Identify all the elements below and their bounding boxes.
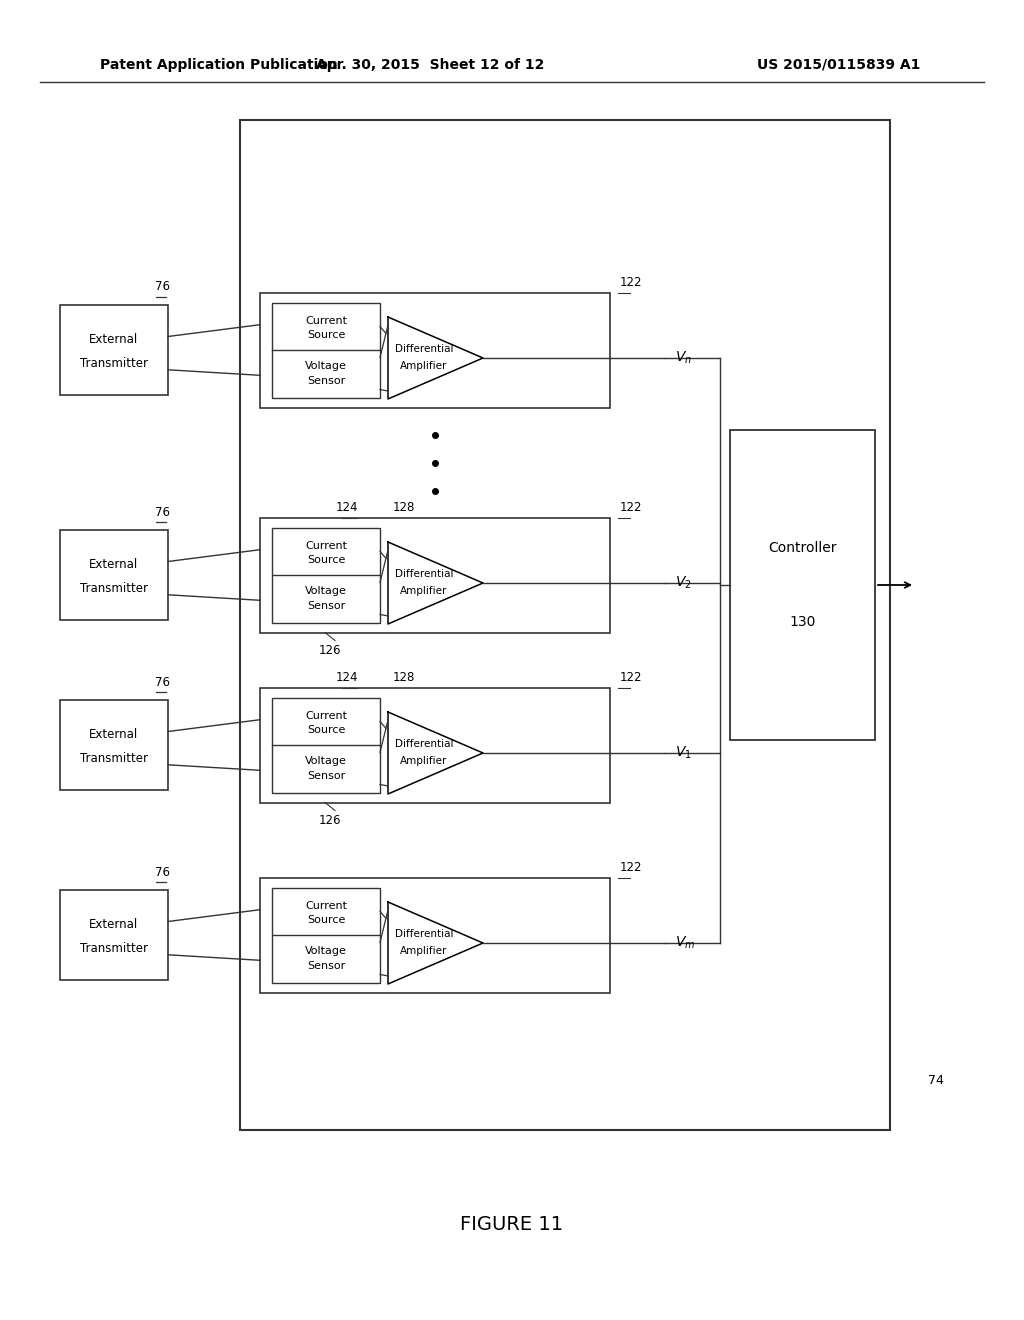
Text: 122: 122 xyxy=(620,861,642,874)
Bar xyxy=(272,302,380,351)
Text: Source: Source xyxy=(307,725,345,735)
Text: Apr. 30, 2015  Sheet 12 of 12: Apr. 30, 2015 Sheet 12 of 12 xyxy=(315,58,544,73)
Text: External: External xyxy=(89,333,138,346)
Text: 122: 122 xyxy=(620,671,642,684)
Text: Amplifier: Amplifier xyxy=(400,586,447,597)
Text: Sensor: Sensor xyxy=(307,376,345,385)
Text: US 2015/0115839 A1: US 2015/0115839 A1 xyxy=(757,58,920,73)
Text: Amplifier: Amplifier xyxy=(400,360,447,371)
Text: Differential: Differential xyxy=(395,345,454,354)
Bar xyxy=(272,935,380,982)
Text: $V_2$: $V_2$ xyxy=(675,574,691,591)
Text: Current: Current xyxy=(305,541,347,550)
Text: Current: Current xyxy=(305,710,347,721)
Bar xyxy=(260,878,610,993)
Text: External: External xyxy=(89,557,138,570)
Bar xyxy=(260,517,610,632)
Text: Transmitter: Transmitter xyxy=(80,356,148,370)
Text: Source: Source xyxy=(307,915,345,925)
Text: 124: 124 xyxy=(336,671,358,684)
Text: $V_n$: $V_n$ xyxy=(675,350,692,366)
Text: 126: 126 xyxy=(318,814,341,828)
Text: Current: Current xyxy=(305,315,347,326)
Text: 122: 122 xyxy=(620,502,642,513)
Bar xyxy=(60,890,168,979)
Text: 76: 76 xyxy=(156,506,171,519)
Bar xyxy=(272,574,380,623)
Text: Sensor: Sensor xyxy=(307,601,345,611)
Text: Amplifier: Amplifier xyxy=(400,756,447,766)
Text: Voltage: Voltage xyxy=(305,362,347,371)
Text: Transmitter: Transmitter xyxy=(80,752,148,766)
Text: Transmitter: Transmitter xyxy=(80,942,148,954)
Text: Controller: Controller xyxy=(768,541,837,554)
Bar xyxy=(60,531,168,620)
Bar xyxy=(60,700,168,789)
Text: External: External xyxy=(89,917,138,931)
Text: Source: Source xyxy=(307,556,345,565)
Bar xyxy=(272,350,380,397)
Text: 126: 126 xyxy=(318,644,341,657)
Text: External: External xyxy=(89,727,138,741)
Text: Sensor: Sensor xyxy=(307,961,345,970)
Text: 128: 128 xyxy=(393,671,416,684)
Bar xyxy=(260,293,610,408)
Text: 130: 130 xyxy=(790,615,816,630)
Text: FIGURE 11: FIGURE 11 xyxy=(461,1216,563,1234)
Text: $V_m$: $V_m$ xyxy=(675,935,695,952)
Bar xyxy=(730,430,874,741)
Text: Differential: Differential xyxy=(395,929,454,939)
Text: 74: 74 xyxy=(928,1073,944,1086)
Text: Current: Current xyxy=(305,900,347,911)
Text: 76: 76 xyxy=(156,866,171,879)
Text: 76: 76 xyxy=(156,676,171,689)
Text: Source: Source xyxy=(307,330,345,341)
Text: Sensor: Sensor xyxy=(307,771,345,780)
Bar xyxy=(272,528,380,576)
Text: 122: 122 xyxy=(620,276,642,289)
Bar xyxy=(272,887,380,936)
Text: Transmitter: Transmitter xyxy=(80,582,148,595)
Bar xyxy=(260,688,610,803)
Text: 76: 76 xyxy=(156,281,171,293)
Text: Voltage: Voltage xyxy=(305,586,347,597)
Bar xyxy=(272,744,380,792)
Text: $V_1$: $V_1$ xyxy=(675,744,692,762)
Text: Differential: Differential xyxy=(395,739,454,748)
Text: Amplifier: Amplifier xyxy=(400,946,447,956)
Bar xyxy=(240,120,890,1130)
Bar xyxy=(272,697,380,746)
Text: Patent Application Publication: Patent Application Publication xyxy=(100,58,338,73)
Text: 128: 128 xyxy=(393,502,416,513)
Text: Differential: Differential xyxy=(395,569,454,579)
Bar xyxy=(60,305,168,395)
Text: Voltage: Voltage xyxy=(305,756,347,767)
Text: 124: 124 xyxy=(336,502,358,513)
Text: Voltage: Voltage xyxy=(305,946,347,956)
